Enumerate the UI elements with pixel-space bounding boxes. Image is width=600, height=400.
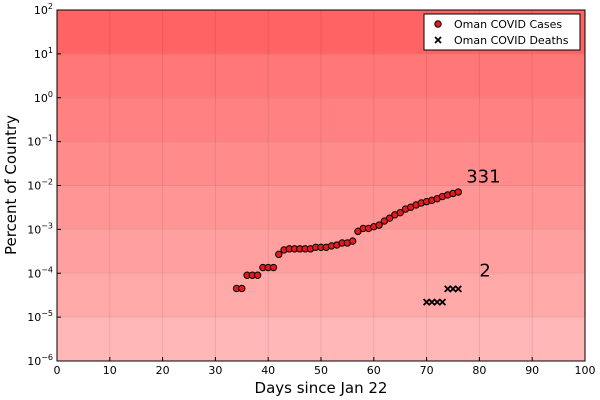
background-band xyxy=(57,273,585,318)
legend-entry: Oman COVID Deaths xyxy=(454,34,569,47)
y-tick-label: 10−5 xyxy=(27,309,53,324)
x-tick-label: 90 xyxy=(525,364,539,377)
background-band xyxy=(57,53,585,98)
background-band xyxy=(57,229,585,274)
background-band xyxy=(57,97,585,142)
cross-stroke xyxy=(449,285,457,293)
deaths-point xyxy=(438,298,447,306)
cases-point xyxy=(269,263,278,272)
x-tick-label: 60 xyxy=(367,364,381,377)
cases-point xyxy=(253,271,262,279)
cross-stroke xyxy=(428,298,436,306)
cases-point xyxy=(348,237,357,245)
x-tick-label: 40 xyxy=(261,364,275,377)
cases-point xyxy=(396,208,404,217)
y-tick-label: 100 xyxy=(34,90,53,105)
x-tick-label: 0 xyxy=(54,364,61,377)
y-tick-label: 10−1 xyxy=(27,134,53,149)
annotation-label: 2 xyxy=(479,260,490,281)
annotation-label: 331 xyxy=(466,166,500,187)
cases-point xyxy=(375,221,383,229)
x-tick-label: 70 xyxy=(420,364,434,377)
y-tick-label: 10−3 xyxy=(27,221,53,236)
legend-box xyxy=(423,13,581,51)
legend: Oman COVID Cases Oman COVID Deaths xyxy=(423,13,581,51)
legend-marker xyxy=(434,36,442,44)
legend-entry: Oman COVID Cases xyxy=(454,18,562,31)
x-tick-label: 30 xyxy=(208,364,222,377)
x-tick-label: 100 xyxy=(575,364,596,377)
annotations: 331 2 xyxy=(466,166,500,281)
background-band xyxy=(57,185,585,230)
x-tick-label: 80 xyxy=(472,364,486,377)
background-band xyxy=(57,141,585,186)
deaths-point xyxy=(454,285,462,293)
x-tick-label: 20 xyxy=(156,364,170,377)
cross-stroke xyxy=(444,285,452,293)
background-band xyxy=(57,317,585,361)
x-axis-ticks: 0 10 20 30 40 50 60 70 80 90 100 xyxy=(54,357,596,377)
y-tick-label: 101 xyxy=(34,46,53,61)
deaths-point xyxy=(428,298,436,306)
y-tick-label: 10−2 xyxy=(27,178,53,193)
x-tick-label: 10 xyxy=(103,364,117,377)
x-axis-label: Days since Jan 22 xyxy=(255,379,388,397)
y-tick-label: 102 xyxy=(34,2,53,17)
cross-stroke xyxy=(422,298,431,306)
cases-point xyxy=(238,284,246,293)
cases-point xyxy=(385,214,394,222)
legend-marker xyxy=(434,20,442,28)
y-axis-label: Percent of Country xyxy=(2,115,20,255)
deaths-point xyxy=(444,285,452,293)
cases-point xyxy=(454,188,462,196)
data-points xyxy=(232,188,462,306)
cross-stroke xyxy=(438,298,447,306)
deaths-point xyxy=(433,298,441,306)
cross-stroke xyxy=(433,298,441,306)
x-tick-label: 50 xyxy=(314,364,328,377)
cases-point xyxy=(275,250,283,259)
deaths-point xyxy=(449,285,457,293)
y-tick-label: 10−4 xyxy=(27,265,53,280)
background-bands xyxy=(57,10,585,361)
cross-stroke xyxy=(454,285,462,293)
y-tick-label: 10−6 xyxy=(27,353,53,368)
deaths-point xyxy=(422,298,431,306)
y-axis-ticks: 10−6 10−5 10−4 10−3 10−2 10−1 100 101 102 xyxy=(27,2,61,368)
cross-stroke xyxy=(434,36,442,44)
